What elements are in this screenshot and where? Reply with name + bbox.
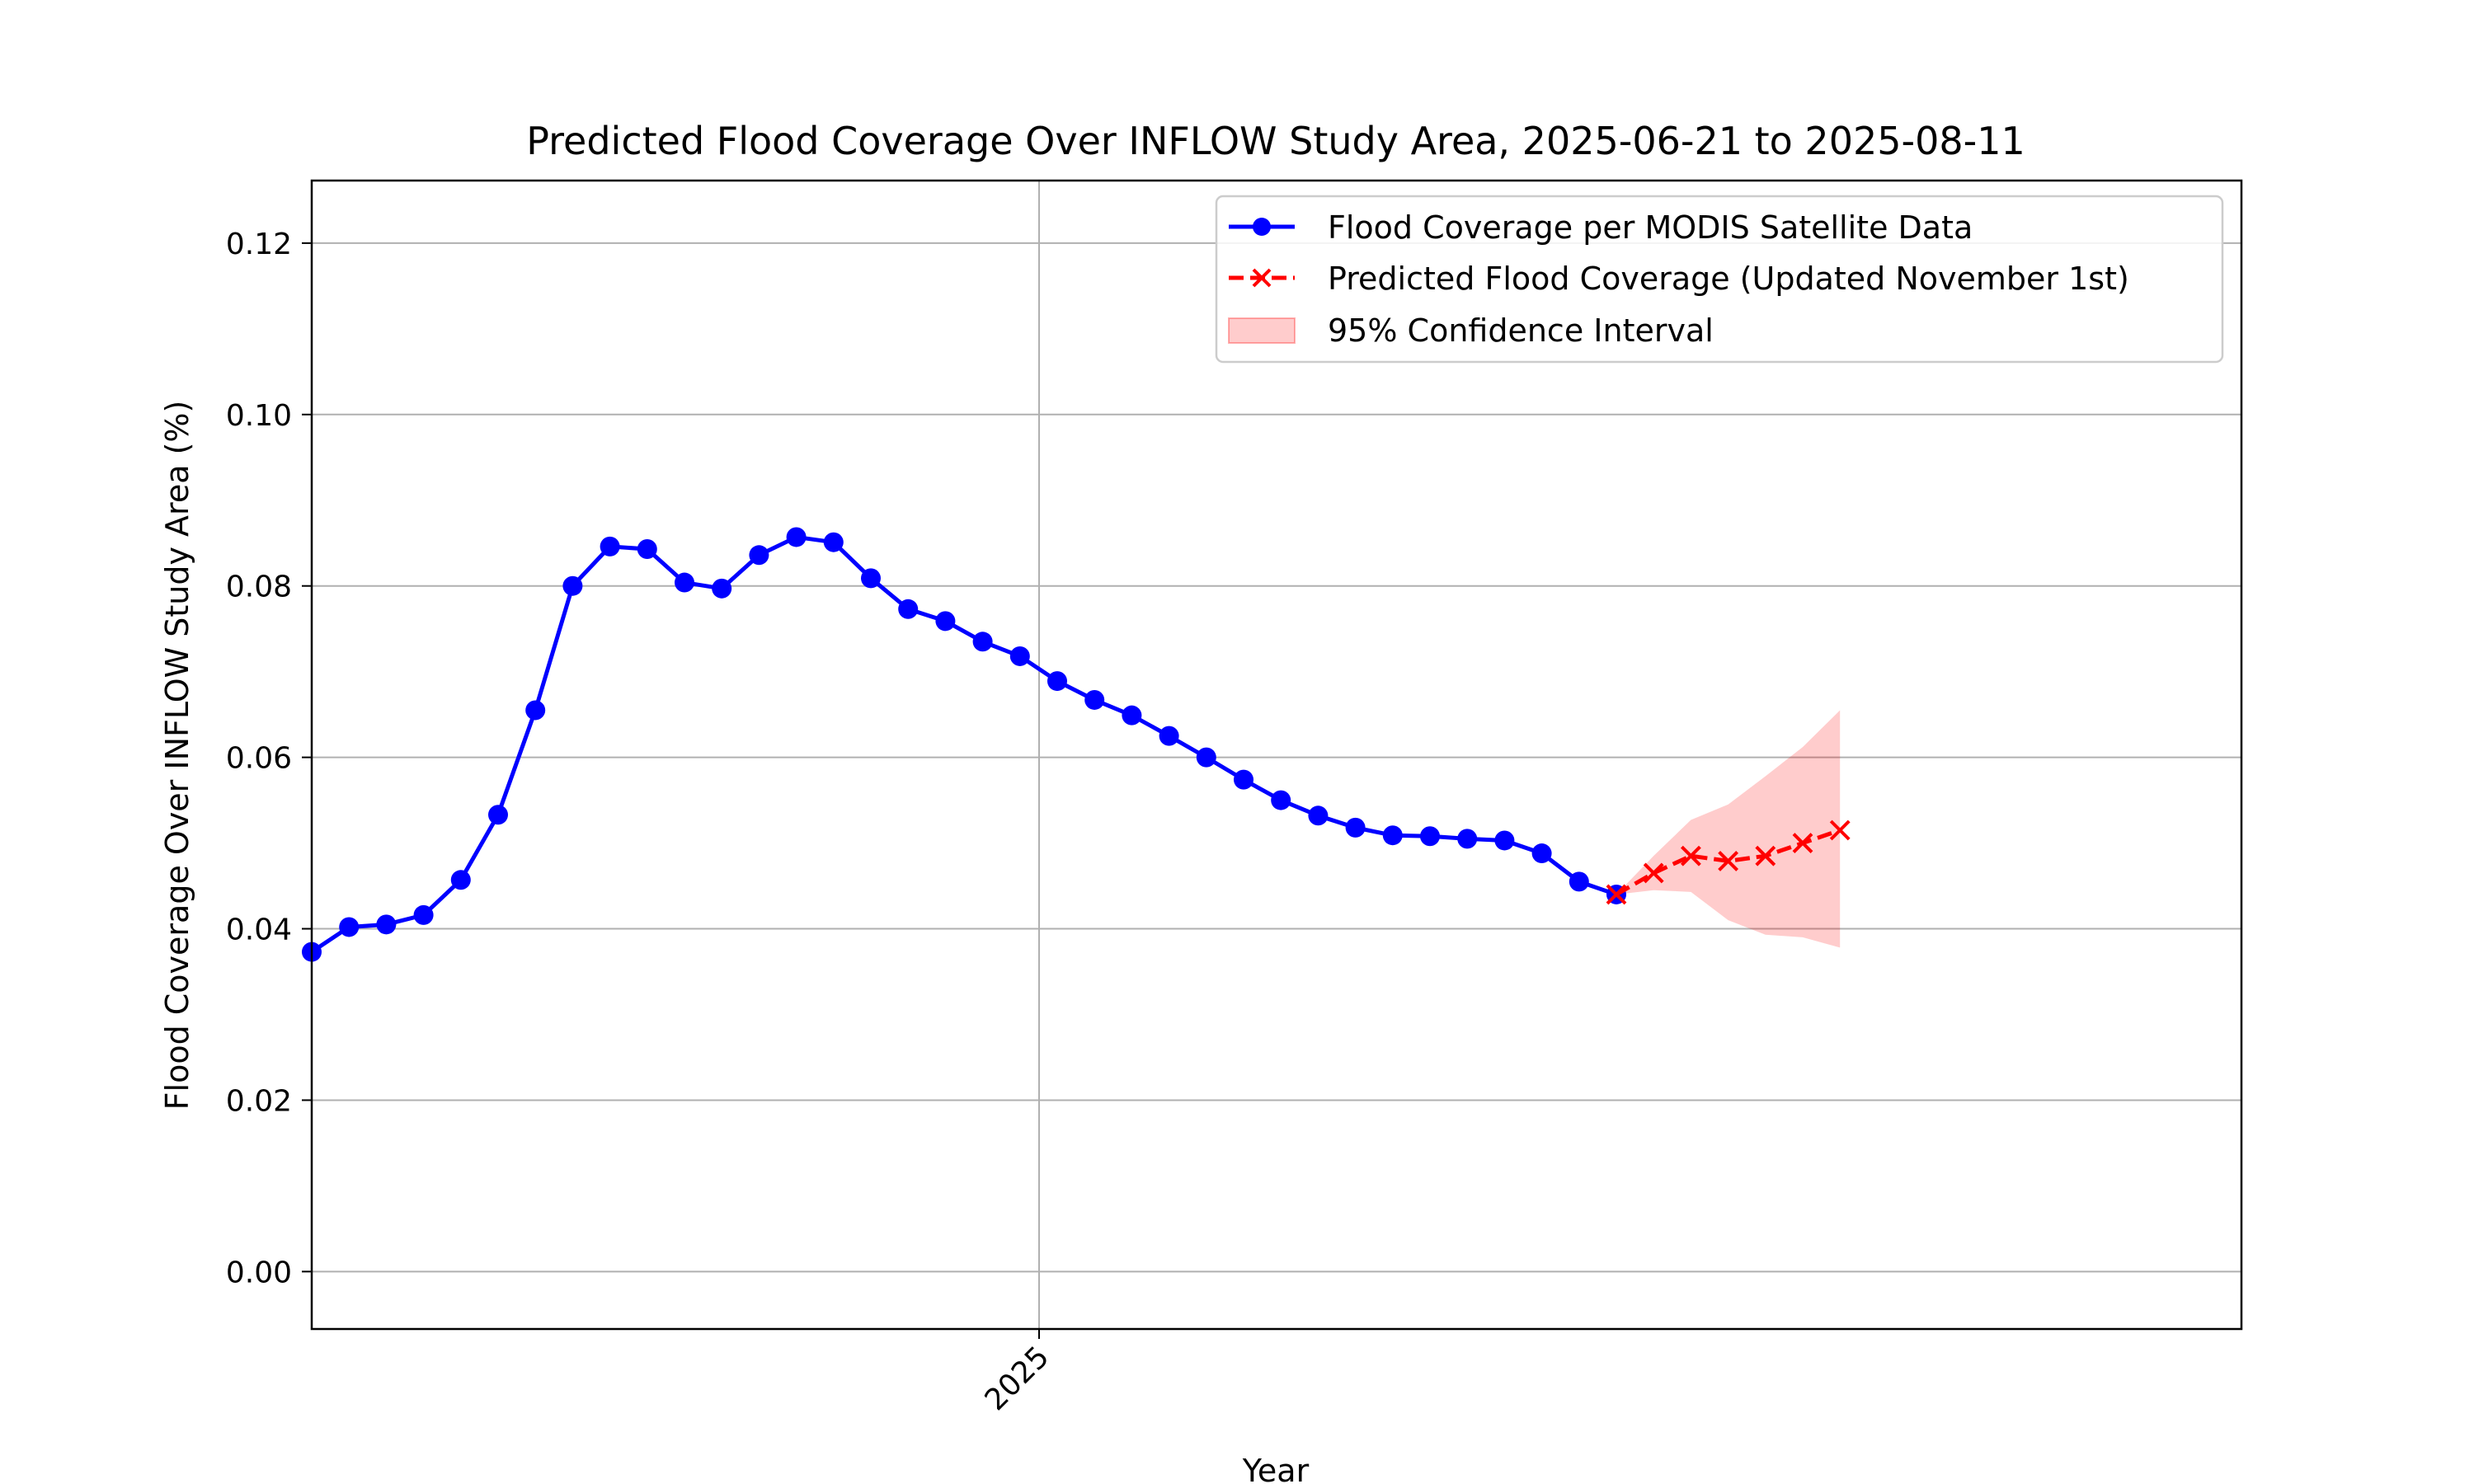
predicted-series-layer bbox=[1606, 819, 1851, 905]
y-tick-label: 0.04 bbox=[226, 913, 292, 947]
predicted-point bbox=[1643, 862, 1664, 884]
legend-box bbox=[1215, 195, 2224, 364]
observed-point bbox=[413, 904, 434, 925]
plot-frame bbox=[310, 179, 2243, 1331]
legend-label-predicted: Predicted Flood Coverage (Updated Novemb… bbox=[1328, 261, 2129, 297]
observed-point bbox=[675, 572, 694, 593]
observed-point bbox=[1345, 817, 1366, 838]
predicted-point bbox=[1606, 884, 1627, 905]
y-tick-label: 0.06 bbox=[226, 742, 292, 776]
observed-point bbox=[637, 539, 657, 560]
observed-point bbox=[1494, 830, 1515, 851]
observed-point bbox=[861, 568, 881, 589]
y-tick-label: 0.00 bbox=[226, 1256, 292, 1289]
observed-point bbox=[935, 611, 956, 632]
observed-point bbox=[712, 578, 732, 599]
observed-point bbox=[1457, 829, 1478, 849]
observed-point bbox=[786, 527, 807, 547]
predicted-point bbox=[1680, 845, 1701, 866]
confidence-band-layer bbox=[1616, 710, 1841, 948]
chart-title: Predicted Flood Coverage Over INFLOW Stu… bbox=[526, 119, 2025, 163]
observed-point bbox=[972, 632, 993, 652]
observed-point bbox=[1196, 747, 1216, 768]
observed-point bbox=[823, 532, 844, 552]
observed-point bbox=[1271, 790, 1291, 810]
observed-point bbox=[1308, 805, 1329, 826]
x-axis-label: Year bbox=[1242, 1453, 1310, 1484]
y-tick-label: 0.02 bbox=[226, 1084, 292, 1118]
observed-series-layer bbox=[302, 527, 1626, 962]
observed-point bbox=[1234, 769, 1253, 790]
observed-point bbox=[488, 805, 508, 825]
observed-point bbox=[1569, 871, 1589, 892]
observed-point bbox=[376, 914, 397, 935]
legend-observed-marker bbox=[1253, 218, 1271, 236]
legend: Flood Coverage per MODIS Satellite Data … bbox=[1215, 195, 2224, 364]
observed-point bbox=[1531, 843, 1552, 864]
predicted-point bbox=[1755, 845, 1776, 866]
observed-point bbox=[749, 545, 769, 566]
predicted-point bbox=[1829, 819, 1851, 841]
observed-point bbox=[1382, 825, 1403, 846]
observed-point bbox=[450, 870, 471, 890]
observed-point bbox=[898, 599, 919, 619]
observed-point bbox=[1047, 671, 1067, 692]
legend-label-observed: Flood Coverage per MODIS Satellite Data bbox=[1328, 209, 1973, 246]
predicted-point bbox=[1718, 850, 1739, 871]
confidence-interval-band bbox=[1616, 710, 1841, 948]
legend-predicted-marker bbox=[1252, 268, 1272, 288]
y-tick-label: 0.10 bbox=[226, 399, 292, 433]
y-tick-label: 0.12 bbox=[226, 228, 292, 261]
observed-point bbox=[562, 575, 583, 596]
legend-interval-swatch bbox=[1228, 317, 1296, 344]
observed-point bbox=[1420, 826, 1440, 847]
observed-point bbox=[339, 917, 360, 937]
observed-point bbox=[1122, 705, 1142, 726]
observed-point bbox=[525, 700, 546, 721]
observed-point bbox=[600, 536, 620, 556]
observed-point bbox=[1084, 689, 1105, 710]
y-tick-label: 0.08 bbox=[226, 571, 292, 604]
predicted-point bbox=[1792, 833, 1813, 853]
legend-label-interval: 95% Confidence Interval bbox=[1328, 312, 1714, 349]
observed-point bbox=[1159, 726, 1179, 746]
observed-point bbox=[1009, 646, 1030, 666]
y-axis-label: Flood Coverage Over INFLOW Study Area (%… bbox=[159, 401, 195, 1111]
